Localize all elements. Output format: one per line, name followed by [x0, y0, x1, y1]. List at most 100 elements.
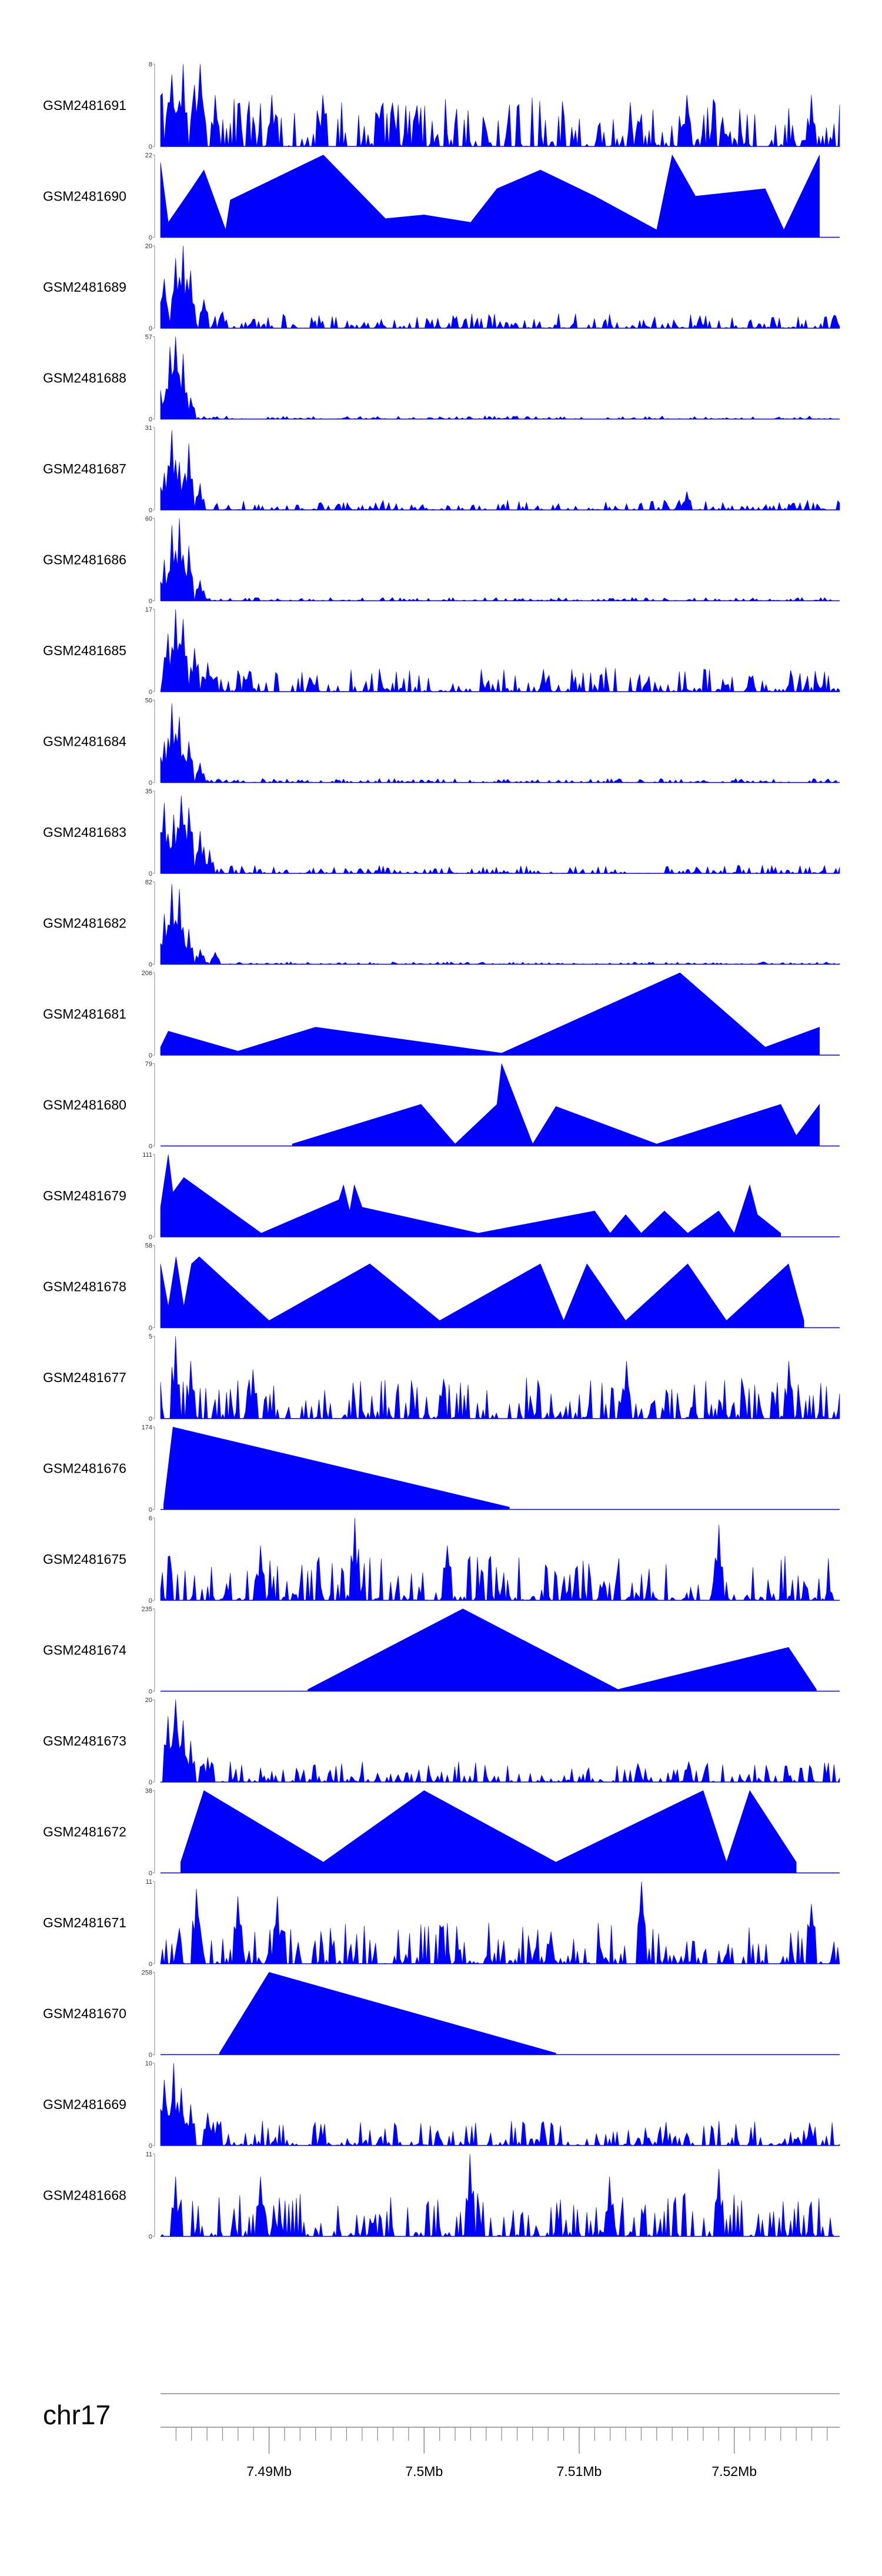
track-GSM2481673: GSM2481673 20 0: [43, 1697, 840, 1786]
chromosome-label: chr17: [43, 2400, 111, 2430]
signal-area: [219, 1972, 556, 2055]
track-name: GSM2481669: [43, 2097, 126, 2112]
y-min-label: 0: [149, 2143, 152, 2150]
track-name: GSM2481686: [43, 552, 126, 568]
y-min-label: 0: [149, 1052, 152, 1059]
track-name: GSM2481668: [43, 2188, 126, 2203]
signal-area: [181, 1790, 797, 1873]
signal-area: [160, 1881, 840, 1965]
signal-area: [163, 1427, 510, 1510]
signal-area: [160, 1699, 840, 1783]
y-max-label: 20: [145, 1697, 152, 1704]
track-name: GSM2481679: [43, 1188, 126, 1203]
y-min-label: 0: [149, 689, 152, 696]
track-GSM2481680: GSM2481680 79 0: [43, 1061, 840, 1150]
signal-area: [160, 883, 840, 965]
track-GSM2481670: GSM2481670 258 0: [43, 1970, 840, 2059]
y-max-label: 20: [145, 243, 152, 250]
signal-area: [160, 430, 840, 511]
signal-area: [160, 518, 840, 602]
x-tick-label: 7.51Mb: [557, 2464, 602, 2479]
track-name: GSM2481691: [43, 98, 126, 113]
track-name: GSM2481677: [43, 1370, 126, 1385]
y-min-label: 0: [149, 1234, 152, 1241]
track-name: GSM2481678: [43, 1279, 126, 1294]
signal-area: [160, 1256, 804, 1328]
y-max-label: 79: [145, 1061, 152, 1068]
y-min-label: 0: [149, 962, 152, 969]
y-max-label: 57: [145, 334, 152, 341]
y-min-label: 0: [149, 1870, 152, 1877]
signal-area: [160, 795, 840, 875]
y-max-label: 8: [149, 61, 152, 68]
signal-area: [160, 703, 840, 783]
tracks-layer: GSM248169180GSM2481690220GSM2481689200GS…: [43, 61, 840, 2241]
y-min-label: 0: [149, 2234, 152, 2241]
y-min-label: 0: [149, 780, 152, 787]
y-max-label: 11: [146, 1878, 152, 1886]
track-GSM2481677: GSM2481677 5 0: [43, 1333, 840, 1423]
y-min-label: 0: [149, 144, 152, 151]
y-max-label: 6: [149, 1515, 152, 1522]
track-name: GSM2481671: [43, 1915, 126, 1930]
track-name: GSM2481689: [43, 279, 126, 295]
y-min-label: 0: [149, 2052, 152, 2059]
track-GSM2481688: GSM2481688 57 0: [43, 334, 840, 423]
track-name: GSM2481673: [43, 1733, 126, 1749]
y-min-label: 0: [149, 1143, 152, 1150]
signal-area: [160, 2063, 840, 2147]
y-max-label: 10: [145, 2060, 152, 2067]
y-max-label: 50: [145, 698, 152, 705]
track-name: GSM2481670: [43, 2006, 126, 2021]
track-name: GSM2481675: [43, 1551, 126, 1567]
y-min-label: 0: [149, 416, 152, 423]
track-GSM2481689: GSM2481689 20 0: [43, 243, 840, 332]
y-min-label: 0: [149, 1416, 152, 1423]
track-GSM2481684: GSM2481684 50 0: [43, 698, 840, 787]
track-name: GSM2481687: [43, 461, 126, 476]
y-max-label: 235: [142, 1606, 152, 1613]
signal-area: [160, 64, 840, 148]
track-name: GSM2481674: [43, 1643, 126, 1658]
track-name: GSM2481688: [43, 371, 126, 386]
track-GSM2481682: GSM2481682 82 0: [43, 879, 840, 969]
track-name: GSM2481681: [43, 1006, 126, 1022]
signal-area: [160, 1154, 781, 1237]
signal-area: [160, 609, 840, 693]
track-name: GSM2481680: [43, 1097, 126, 1113]
track-name: GSM2481690: [43, 189, 126, 204]
track-GSM2481671: GSM2481671 11 0: [43, 1878, 840, 1968]
track-GSM2481685: GSM2481685 17 0: [43, 606, 840, 696]
track-GSM2481681: GSM2481681 206 0: [43, 970, 840, 1059]
track-GSM2481686: GSM2481686 60 0: [43, 516, 840, 605]
signal-area: [160, 1336, 840, 1420]
y-max-label: 17: [145, 606, 152, 613]
y-min-label: 0: [149, 235, 152, 242]
x-tick-label: 7.5Mb: [405, 2464, 443, 2479]
signal-area: [308, 1609, 817, 1691]
x-tick-label: 7.49Mb: [246, 2464, 292, 2479]
track-name: GSM2481672: [43, 1824, 126, 1840]
track-GSM2481672: GSM2481672 38 0: [43, 1788, 840, 1877]
track-GSM2481687: GSM2481687 31 0: [43, 425, 840, 514]
y-max-label: 31: [145, 425, 152, 432]
signal-area: [160, 336, 840, 420]
y-max-label: 11: [146, 2151, 152, 2158]
y-min-label: 0: [149, 507, 152, 514]
y-max-label: 258: [142, 1970, 152, 1977]
track-GSM2481679: GSM2481679 111 0: [43, 1152, 840, 1241]
y-max-label: 38: [145, 1788, 152, 1795]
y-max-label: 82: [145, 879, 152, 886]
y-min-label: 0: [149, 598, 152, 605]
track-GSM2481690: GSM2481690 22 0: [43, 152, 840, 242]
genomic-axis: chr17 7.49Mb 7.5Mb 7.51Mb 7.52Mb: [43, 2393, 840, 2479]
y-max-label: 111: [142, 1152, 152, 1159]
track-GSM2481678: GSM2481678 58 0: [43, 1243, 840, 1332]
track-name: GSM2481682: [43, 916, 126, 931]
y-min-label: 0: [149, 1597, 152, 1604]
track-GSM2481683: GSM2481683 35 0: [43, 788, 840, 877]
signal-area: [292, 1063, 820, 1146]
track-GSM2481691: GSM2481691 8 0: [43, 61, 840, 151]
signal-area: [160, 1517, 840, 1601]
